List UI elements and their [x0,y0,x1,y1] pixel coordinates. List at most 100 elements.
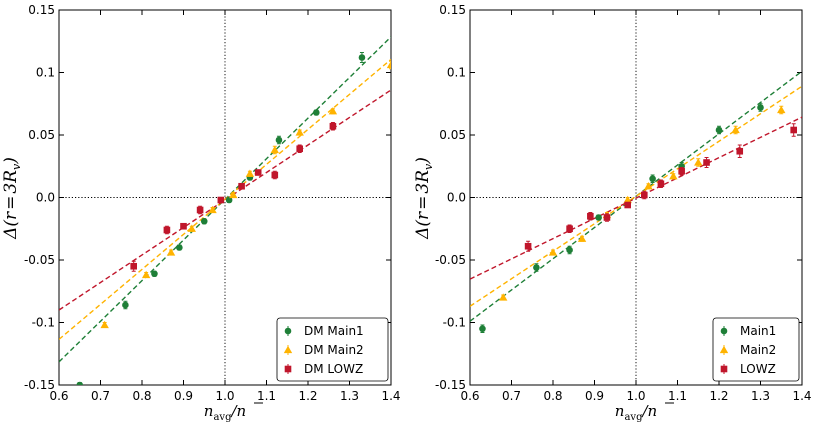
left-point-1-5 [229,190,238,199]
right-point-1-4 [623,195,632,204]
left-x-tick-label-5: 1.1 [257,389,276,403]
left-point-2-4 [217,196,225,204]
left-legend-label-1: DM Main1 [304,324,364,338]
left-point-0-2 [151,270,158,278]
right-point-0-2 [566,246,573,254]
left-point-0-5 [225,196,233,204]
right-y-tick-label-6: 0.15 [439,3,466,17]
right-legend: Main1 Main2 LOWZ [712,317,800,382]
right-fit-line-1 [470,85,802,307]
left-point-0-4 [200,217,208,225]
right-point-0-5 [649,175,656,183]
right-y-tick-label-5: 0.1 [447,66,466,80]
left-fit-line-1 [59,58,391,340]
left-legend-label-3: DM LOWZ [304,362,363,376]
right-point-1-9 [777,105,786,114]
left-point-2-3 [196,206,204,214]
left-y-axis-label: Δ(r=3Rv) [1,157,23,240]
left-legend-marker-1 [283,345,293,354]
right-x-tick-label-1: 0.7 [502,389,521,403]
left-point-1-6 [245,169,255,177]
left-point-1-4 [208,205,217,214]
right-point-1-5 [644,182,653,190]
left-point-1-7 [270,145,279,154]
left-legend-box [276,317,389,382]
right-y-tick-label-2: -0.05 [435,253,466,267]
left-point-1-0 [100,320,109,329]
right-point-0-3 [595,214,602,221]
right-point-0-0 [479,325,486,333]
left-point-0-9 [358,54,366,61]
left-point-1-9 [328,107,338,115]
left-point-0-1 [122,301,129,309]
right-y-tick-label-4: 0.05 [439,128,466,142]
right-point-1-1 [548,248,558,256]
left-point-0-0 [76,381,84,385]
right-point-2-4 [624,201,631,209]
right-x-tick-label-3: 0.9 [585,389,604,403]
right-legend-label-1: Main1 [740,324,776,338]
right-point-2-10 [790,126,797,134]
right-legend-marker-0 [720,327,728,335]
right-point-1-8 [731,125,740,134]
right-x-tick-label-5: 1.1 [668,389,687,403]
left-y-tick-label-6: 0.15 [28,3,55,17]
left-panel: 0.6 0.7 0.8 0.9 1.0 1.1 1.2 1.3 1.4 -0.15 -0.1 -0.0… [1,3,401,423]
left-point-1-3 [187,224,196,232]
right-point-2-2 [587,212,594,220]
right-x-tick-label-0: 0.6 [460,389,479,403]
right-y-tick-label-0: -0.15 [435,378,466,392]
left-y-tick-label-0: -0.15 [24,378,55,392]
right-point-2-0 [524,242,532,250]
right-y-axis-label: Δ(r=3Rv) [413,157,435,240]
right-point-0-1 [533,264,540,271]
left-point-0-7 [275,136,283,144]
left-legend: DM Main1 DM Main2 DM LOWZ [276,317,389,382]
left-x-tick-label-6: 1.2 [298,389,317,403]
left-point-1-2 [166,248,176,256]
left-point-2-7 [271,171,279,179]
right-point-2-7 [678,167,685,175]
right-point-0-8 [757,104,764,111]
left-x-tick-label-8: 1.4 [381,389,400,403]
left-y-tick-label-2: -0.05 [24,253,55,267]
left-x-tick-label-2: 0.8 [132,389,151,403]
left-point-2-8 [296,145,303,153]
right-x-tick-label-7: 1.3 [751,389,770,403]
right-point-1-2 [577,234,587,242]
right-x-tick-label-8: 1.4 [792,389,811,403]
left-point-1-8 [295,128,304,136]
right-point-2-8 [703,159,710,166]
right-x-tick-label-4: 1.0 [626,389,645,403]
left-point-2-1 [163,226,171,234]
left-x-tick-label-3: 0.9 [174,389,193,403]
right-panel: 0.6 0.7 0.8 0.9 1.0 1.1 1.2 1.3 1.4 -0.15 -0.1 -0.0… [413,3,812,423]
left-legend-marker-2 [284,365,292,373]
left-x-tick-label-7: 1.3 [340,389,359,403]
right-y-tick-label-1: -0.1 [443,316,466,330]
left-point-2-6 [254,169,262,176]
left-point-1-10 [386,60,391,69]
right-legend-box [712,317,800,382]
left-x-tick-label-4: 1.0 [215,389,234,403]
right-point-2-9 [736,147,744,155]
right-fit-line-0 [470,70,802,322]
right-x-tick-label-6: 1.2 [709,389,728,403]
right-legend-label-3: LOWZ [740,362,776,376]
left-y-tick-label-3: 0.0 [36,191,55,205]
left-point-2-2 [180,222,187,230]
right-point-2-6 [657,180,665,188]
right-point-0-7 [715,126,723,134]
left-point-1-1 [141,270,151,279]
left-y-tick-label-1: -0.1 [32,316,55,330]
left-x-axis-label: navg/n [204,402,246,423]
right-x-tick-label-2: 0.8 [543,389,562,403]
right-legend-label-2: Main2 [740,343,776,357]
left-legend-marker-0 [284,327,292,335]
right-y-tick-label-3: 0.0 [447,191,466,205]
right-point-1-6 [669,172,678,180]
right-plot-layer: 0.6 0.7 0.8 0.9 1.0 1.1 1.2 1.3 1.4 -0.15 -0.1 -0.0… [435,3,812,403]
right-point-1-0 [499,293,508,301]
right-series-group [470,70,802,333]
